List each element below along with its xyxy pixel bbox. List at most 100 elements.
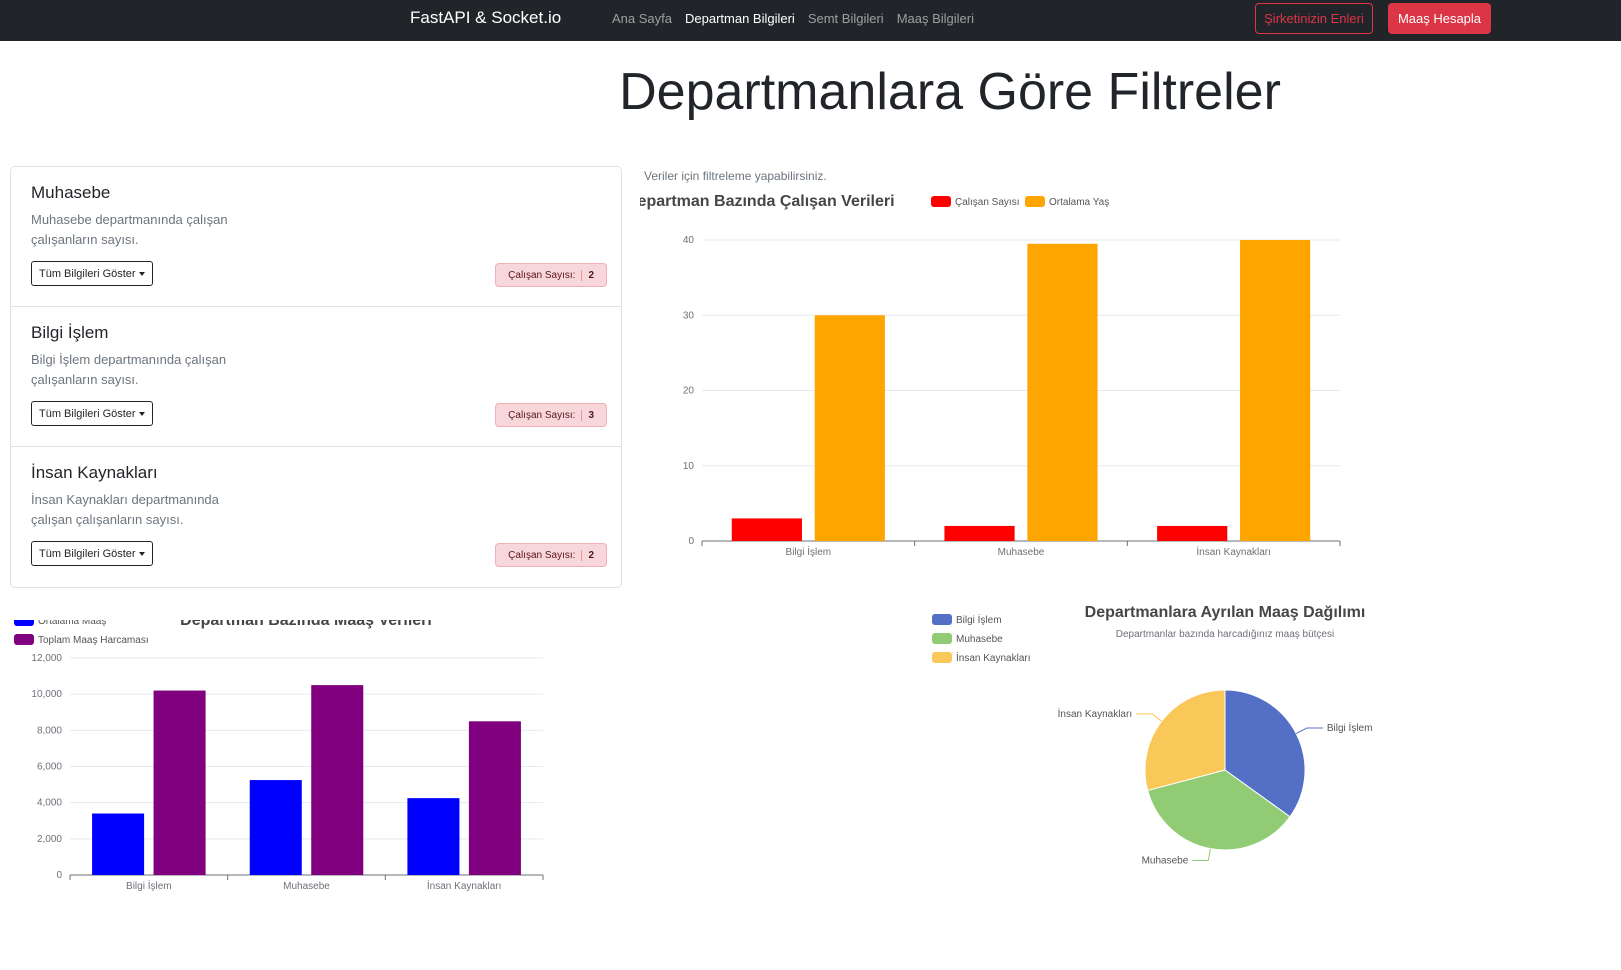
dropdown-label: Tüm Bilgileri Göster (39, 407, 136, 420)
bar (407, 798, 460, 875)
caret-down-icon (138, 411, 145, 416)
legend-swatch (14, 634, 34, 645)
salary-chart: Departman Bazında Maaş Verileri Ortalama … (14, 620, 544, 892)
legend-label: Çalışan Sayısı (955, 197, 1019, 208)
chart-title: Departman Bazında Maaş Verileri (180, 620, 432, 629)
legend-label: Toplam Maaş Harcaması (38, 635, 149, 646)
nav-link-departman-bilgileri[interactable]: Departman Bilgileri (685, 11, 795, 26)
legend-swatch (931, 196, 951, 207)
y-tick-label: 10 (683, 461, 695, 472)
legend-label: Ortalama Yaş (1049, 197, 1109, 208)
y-tick-label: 10,000 (31, 689, 62, 700)
show-all-info-dropdown[interactable]: Tüm Bilgileri Göster (31, 261, 153, 286)
department-description: İnsan Kaynakları departmanında çalışan ç… (31, 492, 219, 527)
bar (1157, 525, 1228, 541)
x-tick-label: İnsan Kaynakları (427, 879, 502, 892)
badge-value: 2 (588, 269, 594, 281)
nav-link-semt-bilgileri[interactable]: Semt Bilgileri (807, 11, 884, 26)
salary-pie-chart: Departmanlara Ayrılan Maaş Dağılımı Depar… (932, 604, 1373, 866)
badge-divider (581, 269, 583, 281)
pie-label: Muhasebe (1142, 855, 1189, 866)
y-tick-label: 8,000 (37, 725, 62, 736)
badge-label: Çalışan Sayısı: (508, 549, 576, 561)
badge-label: Çalışan Sayısı: (508, 409, 576, 421)
legend-swatch (932, 652, 952, 663)
legend-swatch (932, 633, 952, 644)
bar (944, 525, 1015, 541)
employee-count-badge: Çalışan Sayısı: 3 (495, 403, 607, 427)
badge-value: 2 (588, 549, 594, 561)
badge-label: Çalışan Sayısı: (508, 269, 576, 281)
department-item: Bilgi İşlem Bilgi İşlem departmanında ça… (11, 307, 621, 447)
chart-subtitle: Departmanlar bazında harcadığınız maaş b… (1116, 629, 1334, 640)
y-tick-label: 0 (688, 536, 694, 547)
bar (92, 813, 145, 875)
department-name: İnsan Kaynakları (31, 463, 158, 482)
legend-swatch (1025, 196, 1045, 207)
caret-down-icon (138, 551, 145, 556)
nav-link-ana-sayfa[interactable]: Ana Sayfa (612, 11, 672, 26)
department-item: Muhasebe Muhasebe departmanında çalışan … (11, 167, 621, 307)
bar (731, 518, 802, 541)
nav-links: Ana Sayfa Departman Bilgileri Semt Bilgi… (612, 11, 974, 26)
pie-label-line (1192, 848, 1211, 861)
department-description: Bilgi İşlem departmanında çalışan çalışa… (31, 352, 227, 387)
y-tick-label: 40 (683, 235, 695, 246)
dropdown-label: Tüm Bilgileri Göster (39, 547, 136, 560)
y-tick-label: 12,000 (31, 653, 62, 664)
employee-count-badge: Çalışan Sayısı: 2 (495, 543, 607, 567)
x-tick-label: Muhasebe (998, 547, 1045, 558)
bar (814, 315, 885, 541)
y-tick-label: 2,000 (37, 834, 62, 845)
pie-label-line (1295, 727, 1323, 734)
nav-link-maas-bilgileri[interactable]: Maaş Bilgileri (896, 11, 974, 26)
department-item: İnsan Kaynakları İnsan Kaynakları depart… (11, 447, 621, 587)
legend-swatch (932, 614, 952, 625)
chart-title: Departmanlara Ayrılan Maaş Dağılımı (1085, 604, 1366, 621)
x-tick-label: Muhasebe (283, 881, 330, 892)
y-tick-label: 0 (56, 870, 62, 881)
department-list: Muhasebe Muhasebe departmanında çalışan … (10, 166, 622, 588)
show-all-info-dropdown[interactable]: Tüm Bilgileri Göster (31, 401, 153, 426)
legend-label: Muhasebe (956, 634, 1003, 645)
x-tick-label: İnsan Kaynakları (1196, 545, 1271, 558)
legend-label: Bilgi İşlem (956, 613, 1002, 626)
sirketinizin-enleri-button[interactable]: Şirketinizin Enleri (1255, 3, 1373, 34)
x-tick-label: Bilgi İşlem (126, 879, 172, 892)
page-title: Departmanlara Göre Filtreler (619, 63, 1281, 121)
brand-logo[interactable]: FastAPI & Socket.io (410, 8, 562, 27)
bar (311, 685, 364, 875)
legend-swatch (14, 620, 34, 626)
bar (468, 721, 521, 875)
department-description: Muhasebe departmanında çalışan çalışanla… (31, 212, 228, 247)
bar (249, 780, 302, 875)
badge-value: 3 (588, 409, 594, 421)
pie-label: İnsan Kaynakları (1058, 707, 1133, 720)
maas-hesapla-button[interactable]: Maaş Hesapla (1388, 3, 1491, 34)
y-tick-label: 6,000 (37, 762, 62, 773)
chart-title: Departman Bazında Çalışan Verileri (640, 193, 895, 210)
bar (1240, 240, 1311, 541)
pie-label: Bilgi İşlem (1327, 721, 1373, 734)
pie-slice (1147, 769, 1291, 851)
caret-down-icon (138, 271, 145, 276)
badge-divider (581, 549, 583, 561)
y-tick-label: 20 (683, 386, 695, 397)
legend-label: Ortalama Maaş (38, 620, 106, 627)
bar (153, 690, 206, 875)
badge-divider (581, 409, 583, 421)
y-tick-label: 30 (683, 310, 695, 321)
show-all-info-dropdown[interactable]: Tüm Bilgileri Göster (31, 541, 153, 566)
pie-slice (1224, 689, 1306, 818)
employee-chart: Departman Bazında Çalışan Verileri Çalışa… (640, 193, 1341, 558)
department-name: Bilgi İşlem (31, 323, 109, 342)
department-name: Muhasebe (31, 183, 111, 202)
filter-note: Veriler için filtreleme yapabilirsiniz. (644, 169, 827, 183)
pie-label-line (1136, 713, 1162, 722)
y-tick-label: 4,000 (37, 798, 62, 809)
bar (1027, 243, 1098, 541)
employee-count-badge: Çalışan Sayısı: 2 (495, 263, 607, 287)
x-tick-label: Bilgi İşlem (786, 545, 832, 558)
dropdown-label: Tüm Bilgileri Göster (39, 267, 136, 280)
legend-label: İnsan Kaynakları (956, 651, 1031, 664)
